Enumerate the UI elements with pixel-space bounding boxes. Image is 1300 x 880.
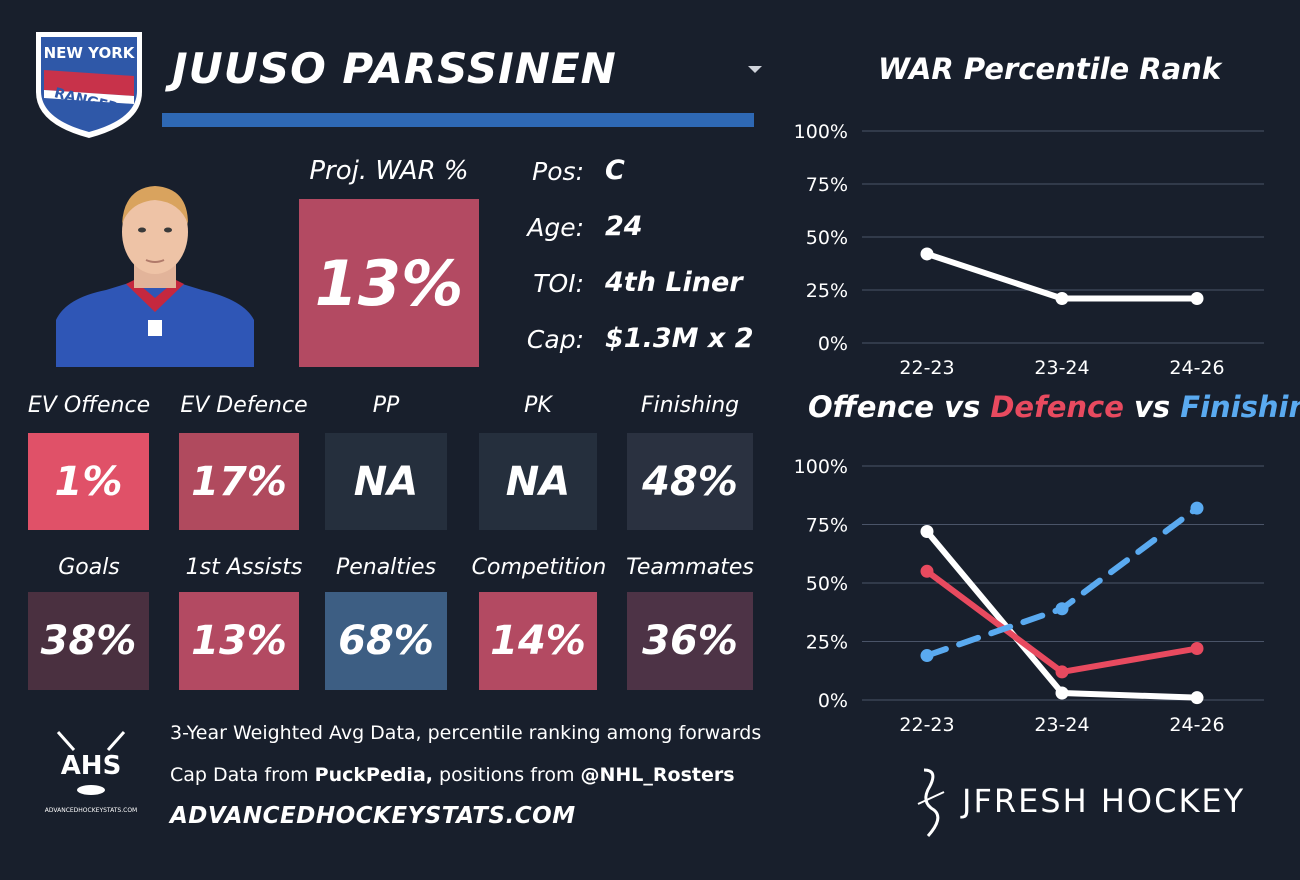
svg-text:AHS: AHS	[61, 751, 122, 781]
stat-label-penalties: Penalties	[335, 555, 437, 580]
position-value: C	[605, 155, 625, 186]
x-tick-label: 22-23	[899, 714, 954, 736]
y-tick-label: 75%	[806, 174, 848, 196]
jfresh-logo: JFRESH HOCKEY	[917, 768, 1245, 837]
war-series-point	[1190, 291, 1204, 305]
chart2-title-vs1: vs	[944, 390, 981, 424]
team-logo: NEW YORK RANGERS	[36, 32, 142, 138]
chevron-down-icon[interactable]	[748, 66, 762, 73]
y-tick-label: 0%	[818, 690, 848, 712]
stat-label-pp: PP	[372, 393, 400, 418]
player-name: JUUSO PARSSINEN	[172, 44, 617, 93]
player-photo	[56, 186, 254, 367]
y-tick-label: 75%	[806, 515, 848, 537]
chart2-title: Offence vs Defence vs Finishing	[808, 390, 1300, 424]
x-tick-label: 24-26	[1169, 357, 1224, 379]
stat-label-ev-defence: EV Defence	[180, 393, 308, 418]
chart2-title-offence: Offence	[808, 390, 934, 424]
position-label: Pos:	[532, 157, 584, 186]
toi-label: TOI:	[533, 269, 584, 298]
note-data-source: 3-Year Weighted Avg Data, percentile ran…	[170, 722, 762, 744]
y-tick-label: 100%	[794, 121, 848, 143]
defence-series-point	[920, 564, 934, 578]
ahs-logo: AHS ADVANCEDHOCKEYSTATS.COM	[45, 731, 137, 814]
x-tick-label: 23-24	[1034, 714, 1089, 736]
finishing-series-point	[1190, 501, 1204, 515]
chart1-title: WAR Percentile Rank	[878, 52, 1222, 86]
nhl-rosters-link[interactable]: @NHL_Rosters	[580, 764, 735, 786]
proj-war-label: Proj. WAR %	[309, 156, 469, 186]
stat-tile-goals: 38%	[28, 592, 149, 690]
puckpedia-link[interactable]: PuckPedia,	[314, 764, 433, 786]
defence-series-line	[924, 568, 1200, 675]
offence-series-point	[1055, 686, 1069, 700]
chart2-title-defence: Defence	[990, 390, 1124, 424]
x-tick-label: 24-26	[1169, 714, 1224, 736]
svg-text:NEW YORK: NEW YORK	[44, 44, 136, 62]
stat-tile-teammates: 36%	[627, 592, 753, 690]
note-cap-source: Cap Data from PuckPedia, positions from …	[170, 764, 735, 786]
war-percentile-chart: 0% 25% 50% 75% 100% 22-23 23-24 24-26	[794, 121, 1264, 379]
war-series-point	[1055, 291, 1069, 305]
stat-label-goals: Goals	[58, 555, 120, 580]
finishing-series-point	[1055, 602, 1069, 616]
stat-tile-competition: 14%	[479, 592, 597, 690]
cap-label: Cap:	[526, 325, 584, 354]
stat-label-teammates: Teammates	[626, 555, 754, 580]
cap-value: $1.3M x 2	[605, 323, 754, 354]
offence-series-point	[920, 525, 934, 539]
toi-value: 4th Liner	[605, 267, 743, 298]
stat-tile-finishing: 48%	[627, 433, 753, 530]
stat-label-ev-offence: EV Offence	[27, 393, 151, 418]
war-series-line	[924, 250, 1200, 302]
y-tick-label: 25%	[806, 632, 848, 654]
site-url[interactable]: ADVANCEDHOCKEYSTATS.COM	[170, 803, 576, 829]
x-tick-label: 22-23	[899, 357, 954, 379]
x-tick-label: 23-24	[1034, 357, 1089, 379]
defence-series-point	[1190, 642, 1204, 656]
svg-text:ADVANCEDHOCKEYSTATS.COM: ADVANCEDHOCKEYSTATS.COM	[45, 807, 137, 814]
stat-tile-ev-offence: 1%	[28, 433, 149, 530]
war-series-point	[920, 247, 934, 261]
stat-label-finishing: Finishing	[640, 393, 740, 418]
stat-label-competition: Competition	[471, 555, 607, 580]
stat-label-first-assists: 1st Assists	[185, 555, 303, 580]
y-tick-label: 100%	[794, 456, 848, 478]
defence-series-point	[1055, 665, 1069, 679]
stat-tile-ev-defence: 17%	[179, 433, 299, 530]
proj-war-value: 13%	[299, 199, 479, 367]
chart2-title-finishing: Finishing	[1180, 390, 1300, 424]
offence-series-point	[1190, 691, 1204, 705]
stat-tile-first-assists: 13%	[179, 592, 299, 690]
y-tick-label: 50%	[806, 227, 848, 249]
stat-tile-pk: NA	[479, 433, 597, 530]
chart2-title-vs2: vs	[1134, 390, 1171, 424]
finishing-series-point	[920, 649, 934, 663]
stat-tile-penalties: 68%	[325, 592, 447, 690]
components-chart: 0% 25% 50% 75% 100% 22-23 23-24 24-26	[794, 456, 1264, 736]
y-tick-label: 0%	[818, 333, 848, 355]
age-value: 24	[605, 211, 643, 242]
stat-label-pk: PK	[524, 393, 552, 418]
stat-tile-pp: NA	[325, 433, 447, 530]
age-label: Age:	[527, 213, 584, 242]
name-underline	[162, 113, 754, 127]
y-tick-label: 50%	[806, 573, 848, 595]
y-tick-label: 25%	[806, 280, 848, 302]
svg-text:JFRESH HOCKEY: JFRESH HOCKEY	[960, 782, 1245, 820]
